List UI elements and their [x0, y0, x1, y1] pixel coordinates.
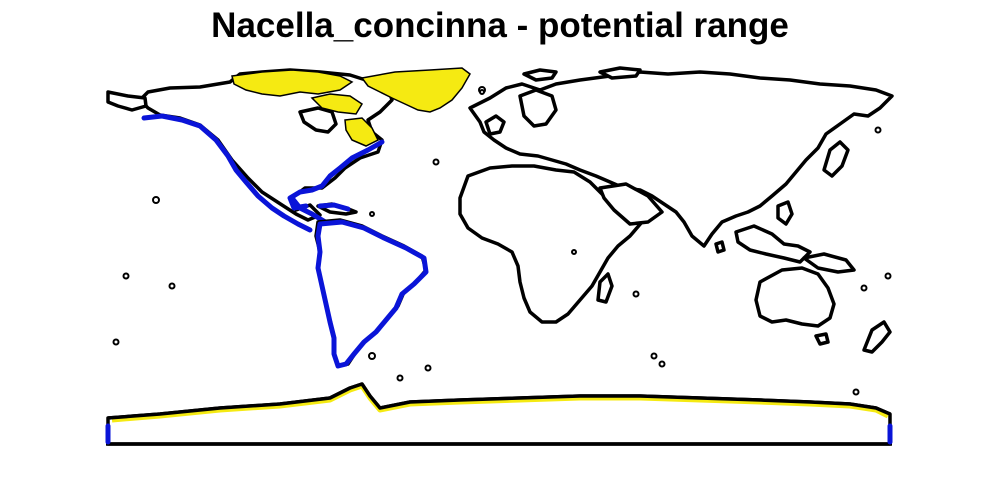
island-mascarene: [632, 290, 640, 298]
southeast-asia-islands: [734, 224, 812, 264]
island-south-atlantic: [424, 364, 432, 372]
madagascar: [596, 272, 614, 304]
africa-landmass: [458, 164, 644, 324]
british-isles: [484, 114, 506, 136]
island-pacific-2: [168, 282, 176, 290]
island-pacific-1: [122, 272, 130, 280]
new-zealand: [862, 320, 892, 354]
hudson-bay: [298, 106, 338, 134]
novaya-zemlya: [598, 66, 642, 80]
antarctica-landmass: [106, 382, 892, 446]
sri-lanka: [714, 240, 726, 254]
arctic-archipelago-range-area: [231, 69, 354, 97]
island-south-georgia: [396, 374, 404, 382]
island-hawaii: [152, 196, 160, 204]
island-crozet: [658, 360, 666, 368]
island-azores: [432, 158, 440, 166]
japan: [822, 140, 850, 178]
arabian-peninsula: [598, 182, 664, 226]
eurasia-landmass: [468, 70, 894, 248]
island-falklands: [368, 352, 376, 360]
island-bermuda: [369, 211, 375, 217]
caribbean-range: [317, 202, 351, 212]
island-pacific-east: [874, 126, 882, 134]
antarctica-range-coast: [111, 383, 890, 423]
antarctica-outline: [107, 382, 891, 420]
island-pacific-south: [852, 388, 860, 396]
philippines: [776, 200, 794, 226]
na-west-coast-range: [141, 113, 313, 233]
island-kerguelen: [650, 352, 658, 360]
island-indian-ocean: [571, 249, 577, 255]
na-east-coast-range: [287, 139, 385, 211]
baffin-range-area: [310, 93, 364, 115]
map-title: Nacella_concinna - potential range: [211, 6, 789, 45]
new-guinea: [802, 252, 856, 274]
island-greenland-east: [479, 89, 485, 95]
tasmania: [814, 332, 830, 346]
island-fiji: [884, 272, 892, 280]
scandinavia: [518, 88, 558, 128]
labrador-range-area: [344, 117, 380, 147]
alaska-peninsula: [106, 90, 148, 112]
svalbard: [522, 68, 558, 82]
australia-landmass: [754, 266, 836, 328]
south-america-coast-range: [315, 219, 429, 369]
island-new-caledonia: [860, 284, 868, 292]
island-pacific-3: [112, 338, 120, 346]
greenland-range-area: [360, 67, 471, 113]
